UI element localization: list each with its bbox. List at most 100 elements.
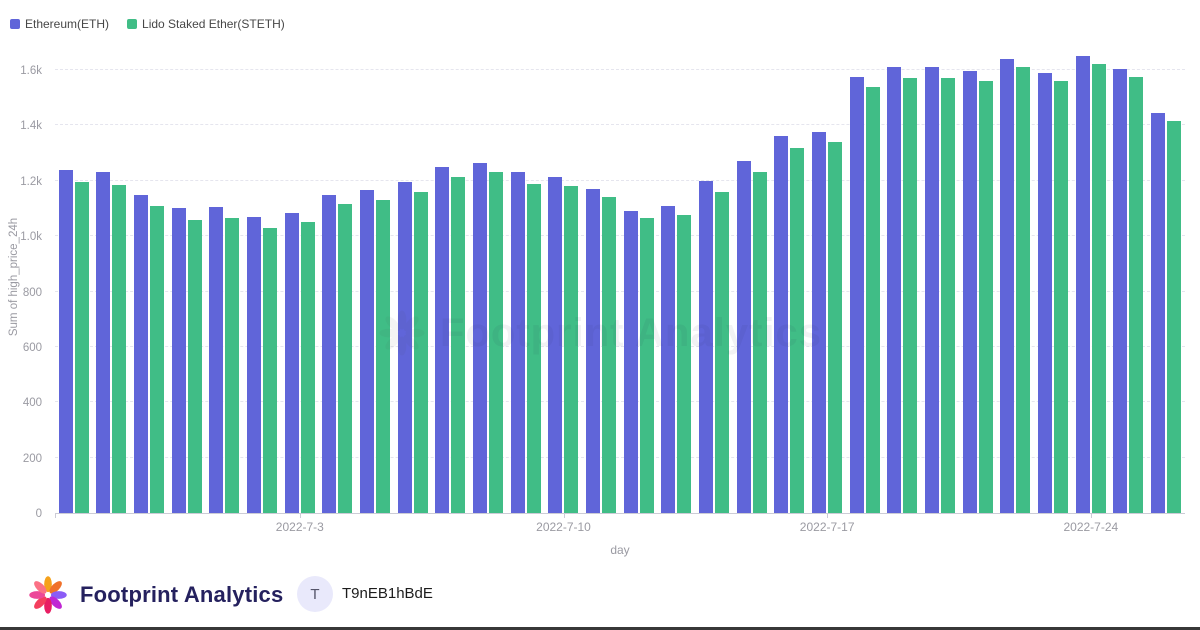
x-axis-tick-mark [1090, 513, 1092, 518]
bar-eth[interactable] [962, 71, 977, 513]
bar-group [771, 40, 809, 513]
legend-item-eth[interactable]: Ethereum(ETH) [10, 17, 109, 31]
bar-steth[interactable] [376, 200, 391, 513]
bar-steth[interactable] [1016, 67, 1031, 513]
bar-eth[interactable] [209, 207, 224, 513]
gridline [55, 69, 1185, 70]
bar-steth[interactable] [1054, 81, 1069, 513]
bar-eth[interactable] [247, 216, 262, 513]
x-axis-tick-label: 2022-7-17 [799, 520, 855, 534]
bottom-edge [0, 627, 1200, 630]
bar-steth[interactable] [338, 204, 353, 513]
bar-steth[interactable] [602, 197, 617, 513]
bar-group [658, 40, 696, 513]
bar-group [1147, 40, 1185, 513]
bar-eth[interactable] [171, 208, 186, 513]
y-axis-tick-label: 1.0k [20, 231, 42, 244]
bar-eth[interactable] [397, 182, 412, 513]
bar-steth[interactable] [865, 86, 880, 513]
bar-eth[interactable] [473, 162, 488, 513]
bar-steth[interactable] [903, 78, 918, 513]
bar-eth[interactable] [58, 169, 73, 513]
bar-eth[interactable] [812, 132, 827, 513]
bar-eth[interactable] [322, 194, 337, 513]
bar-eth[interactable] [736, 161, 751, 513]
bar-group [93, 40, 131, 513]
bar-eth[interactable] [586, 189, 601, 513]
bar-group [733, 40, 771, 513]
bar-steth[interactable] [1129, 76, 1144, 513]
bar-steth[interactable] [263, 227, 278, 513]
bar-eth[interactable] [134, 194, 149, 513]
y-axis-tick-label: 1.2k [20, 175, 42, 188]
bar-steth[interactable] [1091, 64, 1106, 513]
avatar: T [297, 576, 333, 612]
bar-eth[interactable] [96, 172, 111, 513]
gridline [55, 290, 1185, 292]
bar-eth[interactable] [1038, 72, 1053, 513]
y-axis: 0 200 400 600 800 1.0k 1.2k 1.4k 1.6k [0, 40, 50, 520]
bar-steth[interactable] [489, 172, 504, 513]
bar-steth[interactable] [941, 78, 956, 513]
bar-group [206, 40, 244, 513]
user-name: T9nEB1hBdE [342, 585, 433, 602]
bar-steth[interactable] [225, 218, 240, 513]
x-axis-tick-label: 2022-7-10 [536, 520, 591, 534]
bar-steth[interactable] [978, 81, 993, 513]
bar-group [582, 40, 620, 513]
bar-group [281, 40, 319, 513]
bar-steth[interactable] [526, 183, 541, 513]
bar-steth[interactable] [639, 218, 654, 513]
bar-eth[interactable] [887, 67, 902, 513]
bar-eth[interactable] [661, 205, 676, 513]
bar-eth[interactable] [1075, 56, 1090, 513]
bar-eth[interactable] [1113, 68, 1128, 513]
bar-eth[interactable] [510, 172, 525, 513]
bar-eth[interactable] [1000, 58, 1015, 513]
bar-eth[interactable] [284, 212, 299, 513]
legend-label-eth: Ethereum(ETH) [25, 17, 110, 31]
x-axis-title: day [610, 543, 630, 557]
bar-group [997, 40, 1035, 513]
avatar-letter: T [310, 585, 320, 603]
bar-eth[interactable] [849, 76, 864, 513]
bar-eth[interactable] [360, 190, 375, 513]
bar-steth[interactable] [150, 205, 165, 513]
bar-steth[interactable] [715, 191, 730, 513]
bar-eth[interactable] [699, 180, 714, 513]
bar-eth[interactable] [1151, 112, 1166, 513]
bar-steth[interactable] [677, 215, 692, 513]
x-axis-tick-mark [827, 513, 829, 518]
bar-steth[interactable] [790, 147, 805, 513]
bar-steth[interactable] [752, 172, 767, 513]
x-axis-tick-mark [299, 513, 301, 518]
y-axis-tick-label: 1.6k [20, 65, 42, 77]
bar-group [884, 40, 922, 513]
bar-eth[interactable] [623, 211, 638, 513]
bar-eth[interactable] [925, 67, 940, 513]
bar-group [545, 40, 583, 513]
bar-group [846, 40, 884, 513]
bar-eth[interactable] [774, 136, 789, 513]
bar-steth[interactable] [187, 219, 202, 513]
legend-item-steth[interactable]: Lido Staked Ether(STETH) [127, 17, 285, 31]
bar-eth[interactable] [435, 166, 450, 513]
bar-group [620, 40, 658, 513]
plot-area: 2022-7-3 2022-7-10 2022-7-17 2022-7-24 [55, 40, 1185, 534]
bar-steth[interactable] [1167, 121, 1182, 513]
y-axis-tick-label: 800 [22, 286, 42, 299]
bar-steth[interactable] [300, 222, 315, 513]
bar-steth[interactable] [112, 184, 127, 513]
x-axis-tick-mark [563, 513, 565, 518]
bar-steth[interactable] [74, 182, 89, 513]
bar-group [1034, 40, 1072, 513]
bar-eth[interactable] [548, 176, 563, 513]
bar-steth[interactable] [564, 186, 579, 513]
bar-group [319, 40, 357, 513]
bar-steth[interactable] [451, 176, 466, 513]
bar-steth[interactable] [828, 142, 843, 513]
bar-group [695, 40, 733, 513]
gridline [55, 456, 1185, 458]
bar-group [507, 40, 545, 513]
bar-steth[interactable] [413, 191, 428, 513]
